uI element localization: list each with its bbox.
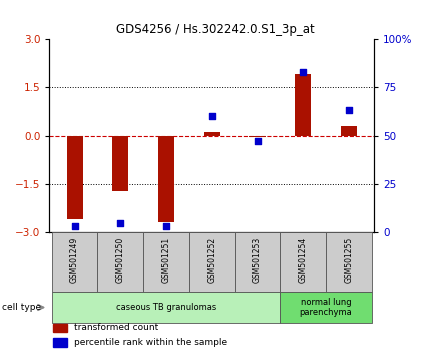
Bar bbox=[53, 338, 68, 347]
Point bbox=[300, 69, 307, 75]
Text: GSM501250: GSM501250 bbox=[116, 237, 125, 283]
Bar bbox=[341, 126, 357, 136]
FancyBboxPatch shape bbox=[326, 232, 372, 292]
Bar bbox=[112, 136, 128, 191]
Point bbox=[209, 113, 215, 119]
Point bbox=[254, 138, 261, 144]
FancyBboxPatch shape bbox=[235, 232, 280, 292]
FancyBboxPatch shape bbox=[280, 232, 326, 292]
Text: GSM501255: GSM501255 bbox=[344, 237, 353, 283]
Text: GSM501251: GSM501251 bbox=[162, 237, 171, 283]
Point bbox=[117, 220, 124, 225]
Text: GDS4256 / Hs.302242.0.S1_3p_at: GDS4256 / Hs.302242.0.S1_3p_at bbox=[116, 23, 314, 36]
Text: percentile rank within the sample: percentile rank within the sample bbox=[74, 338, 227, 347]
Bar bbox=[158, 136, 174, 222]
Point bbox=[163, 224, 169, 229]
Text: GSM501249: GSM501249 bbox=[70, 237, 79, 283]
FancyBboxPatch shape bbox=[52, 232, 98, 292]
Text: caseous TB granulomas: caseous TB granulomas bbox=[116, 303, 216, 312]
Point bbox=[346, 108, 353, 113]
Text: cell type: cell type bbox=[2, 303, 41, 312]
Text: transformed count: transformed count bbox=[74, 323, 158, 332]
Text: GSM501253: GSM501253 bbox=[253, 237, 262, 283]
Bar bbox=[249, 136, 265, 137]
Bar bbox=[67, 136, 83, 219]
FancyBboxPatch shape bbox=[52, 292, 280, 322]
Bar bbox=[204, 132, 220, 136]
FancyBboxPatch shape bbox=[143, 232, 189, 292]
Text: GSM501254: GSM501254 bbox=[299, 237, 308, 283]
FancyBboxPatch shape bbox=[98, 232, 143, 292]
FancyBboxPatch shape bbox=[280, 292, 372, 322]
Bar bbox=[295, 74, 311, 136]
Text: normal lung
parenchyma: normal lung parenchyma bbox=[300, 298, 353, 317]
Bar bbox=[53, 324, 68, 332]
FancyBboxPatch shape bbox=[189, 232, 235, 292]
Text: GSM501252: GSM501252 bbox=[207, 237, 216, 283]
Point bbox=[71, 224, 78, 229]
